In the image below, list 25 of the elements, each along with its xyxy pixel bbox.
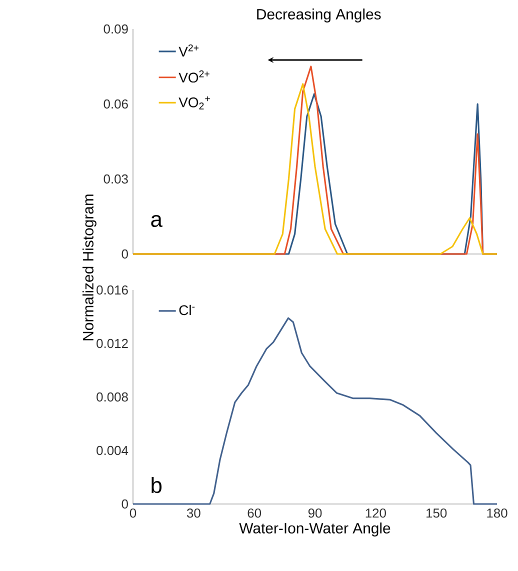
y-tick-label: 0.012: [96, 338, 128, 348]
y-tick-label: 0: [122, 499, 128, 509]
x-tick-label: 120: [366, 508, 386, 518]
y-axis-title: Normalized Histogram: [82, 194, 96, 340]
y-tick-label: 0.06: [104, 99, 128, 109]
x-tick-label: 150: [426, 508, 447, 518]
legend-label: Cl$^{-}$: [179, 304, 195, 316]
y-tick-label: 0.03: [104, 174, 128, 184]
x-axis-title: Water-Ion-Water Angle: [239, 522, 390, 536]
legend-label: VO$_{2}$+: [178, 96, 210, 110]
x-tick-label: 60: [248, 508, 262, 518]
y-tick-label: 0.09: [104, 24, 128, 34]
legend-label: VO$^{2+}$: [178, 70, 210, 83]
legend-label: V$^{2+}$: [178, 44, 199, 56]
text: Decreasing Angles: [257, 8, 381, 22]
y-tick-label: 0.016: [96, 285, 128, 295]
annotation: a: [151, 214, 162, 227]
annotation: b: [152, 476, 162, 494]
x-tick-label: 180: [487, 508, 508, 518]
y-tick-label: 0: [122, 249, 128, 259]
x-tick-label: 30: [186, 508, 200, 518]
x-tick-label: 90: [308, 508, 322, 518]
y-tick-label: 0.004: [96, 446, 128, 456]
x-tick-label: 0: [130, 508, 136, 518]
y-tick-label: 0.008: [96, 392, 128, 402]
